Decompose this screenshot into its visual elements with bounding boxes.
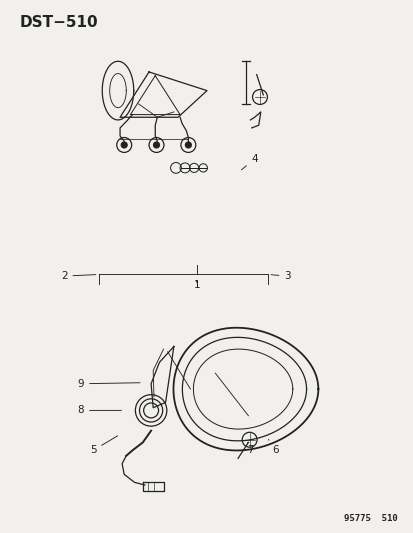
Text: 3: 3 (271, 271, 290, 281)
Text: 95775  510: 95775 510 (343, 514, 396, 523)
Text: 4: 4 (241, 154, 257, 170)
Text: 2: 2 (61, 271, 95, 281)
Text: 9: 9 (77, 379, 140, 389)
Circle shape (153, 142, 159, 148)
Text: 1: 1 (193, 280, 199, 290)
Text: 8: 8 (77, 406, 121, 415)
Text: 6: 6 (268, 439, 278, 455)
Text: 7: 7 (247, 442, 253, 455)
Text: 5: 5 (90, 436, 117, 455)
Text: DST−510: DST−510 (20, 15, 98, 30)
Circle shape (121, 142, 127, 148)
Circle shape (185, 142, 191, 148)
